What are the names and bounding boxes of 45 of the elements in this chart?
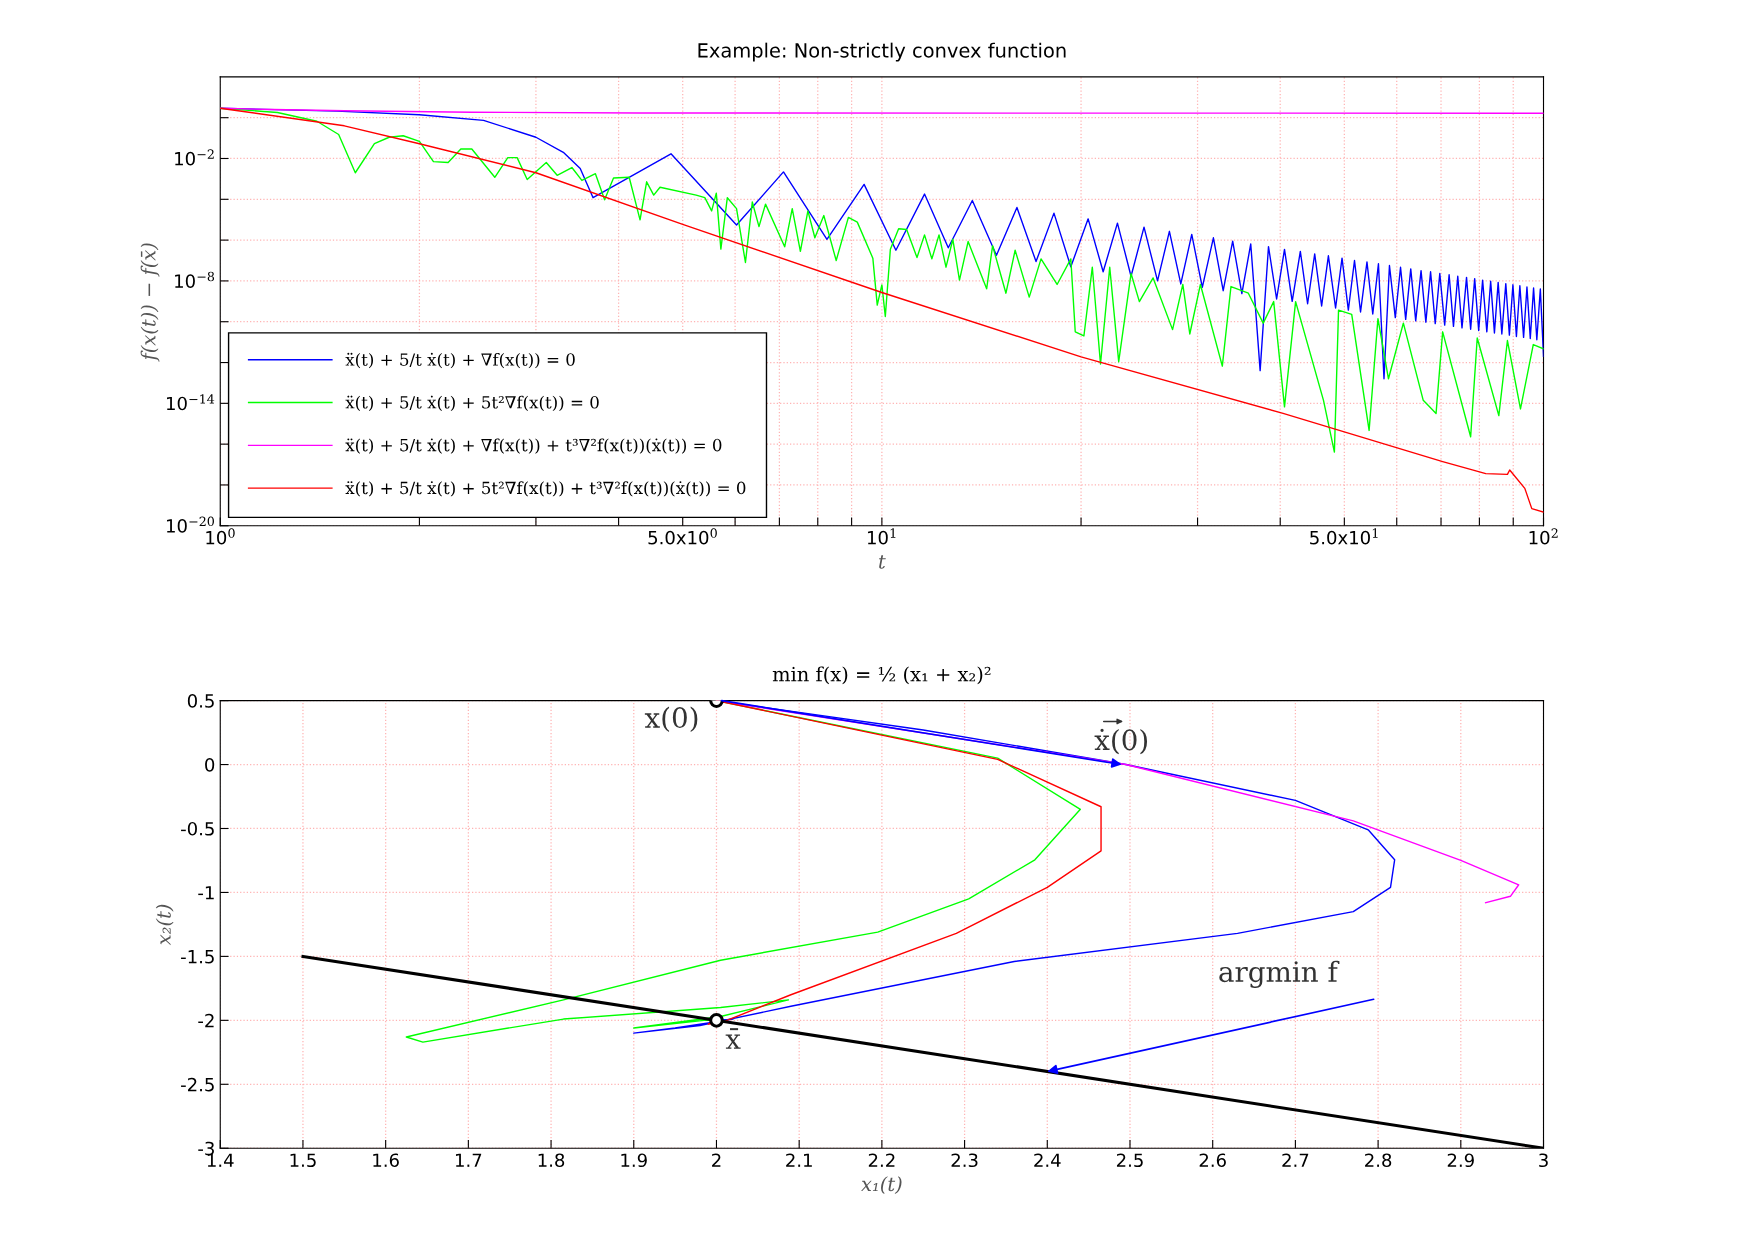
y-axis-title: f(x(t)) − f(x̄) xyxy=(140,243,160,362)
x-tick-label: 2.7 xyxy=(1282,1153,1309,1167)
x-tick-label: 10$^{0}$ xyxy=(206,528,235,545)
y-tick-label: -1 xyxy=(198,886,214,900)
y-tick-label: 0.5 xyxy=(187,694,214,708)
x-tick-label: 2.8 xyxy=(1365,1153,1392,1168)
x-tick-label: 2.1 xyxy=(786,1153,812,1167)
legend-label: ẍ(t) + 5/t ẋ(t) + 5t²∇f(x(t)) + t³∇²f(x(t))(ẋ(t)) = 0 xyxy=(345,481,746,497)
x-tick-label: 5.0x10$^{0}$ xyxy=(648,528,717,545)
x-tick-label: 10$^{1}$ xyxy=(867,528,896,545)
x-axis-title: x₁(t) xyxy=(861,1176,902,1194)
x-tick-label: 10$^{2}$ xyxy=(1529,528,1558,545)
x-tick-label: 2 xyxy=(712,1153,721,1167)
y-tick-label: -2.5 xyxy=(181,1077,214,1092)
y-tick-label: -0.5 xyxy=(181,821,214,836)
y-tick-label: -1.5 xyxy=(181,950,214,964)
x-tick-label: 1.9 xyxy=(621,1153,647,1168)
x-tick-label: 2.4 xyxy=(1034,1153,1061,1167)
chart-title: Example: Non-strictly convex function xyxy=(698,42,1066,62)
y-axis-title: x₂(t) xyxy=(155,904,174,946)
x-tick-label: 2.6 xyxy=(1199,1153,1226,1168)
x-tick-label: 2.3 xyxy=(951,1153,978,1168)
x-tick-label: 2.9 xyxy=(1447,1153,1474,1168)
annotation: argmin f xyxy=(1219,960,1340,988)
x-tick-label: 1.5 xyxy=(290,1153,316,1168)
y-tick-label: -2 xyxy=(198,1013,214,1028)
y-tick-label: 10$^{−2}$ xyxy=(175,149,214,166)
y-tick-label: 0 xyxy=(205,758,215,772)
x-tick-label: 3 xyxy=(1539,1153,1548,1168)
x-axis-title: t xyxy=(879,555,886,569)
annotation: x(0) xyxy=(644,706,698,733)
x-tick-label: 5.0x10$^{1}$ xyxy=(1310,528,1378,545)
annotation: x̄ xyxy=(725,1028,741,1049)
annotation: ẋ(0) xyxy=(1094,728,1148,755)
legend-label: ẍ(t) + 5/t ẋ(t) + 5t²∇f(x(t)) = 0 xyxy=(345,395,599,411)
chart-title: min f(x) = ½ (x₁ + x₂)² xyxy=(772,666,991,685)
y-tick-label: 10$^{−14}$ xyxy=(167,394,215,411)
y-tick-label: 10$^{−8}$ xyxy=(175,271,215,288)
x-tick-label: 1.6 xyxy=(373,1153,399,1168)
x-tick-label: 1.7 xyxy=(455,1153,482,1167)
legend-label: ẍ(t) + 5/t ẋ(t) + ∇f(x(t)) + t³∇²f(x(t))(ẋ(t)) = 0 xyxy=(345,438,722,454)
x-tick-label: 2.5 xyxy=(1116,1153,1143,1168)
x-tick-label: 1.8 xyxy=(538,1153,565,1168)
legend-label: ẍ(t) + 5/t ẋ(t) + ∇f(x(t)) = 0 xyxy=(345,352,575,369)
x-tick-label: 2.2 xyxy=(868,1153,895,1167)
